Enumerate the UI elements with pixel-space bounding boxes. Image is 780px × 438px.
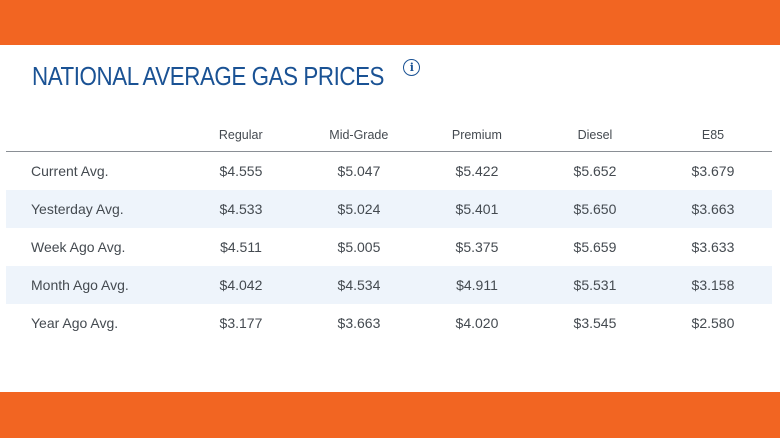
price-cell: $4.511 (220, 239, 262, 255)
table-header-row: Regular Mid-Grade Premium Diesel E85 (6, 118, 772, 152)
price-cell: $3.663 (691, 201, 735, 217)
price-cell: $4.555 (219, 163, 263, 179)
price-cell: $4.533 (219, 201, 263, 217)
price-cell: $5.401 (455, 201, 499, 217)
price-cell: $3.679 (691, 163, 735, 179)
price-cell: $3.633 (691, 239, 735, 255)
column-header-premium: Premium (451, 127, 502, 142)
table-row-month-ago: Month Ago Avg. $4.042 $4.534 $4.911 $5.5… (6, 266, 772, 304)
row-label: Current Avg. (31, 163, 109, 179)
price-cell: $3.158 (691, 277, 735, 293)
price-cell: $5.659 (573, 239, 617, 255)
price-cell: $3.663 (337, 315, 381, 331)
price-cell: $5.005 (337, 239, 381, 255)
price-cell: $5.375 (455, 239, 499, 255)
info-icon[interactable]: i (403, 59, 421, 76)
column-header-e85: E85 (701, 127, 725, 142)
price-cell: $2.580 (691, 315, 735, 331)
table-row-week-ago: Week Ago Avg. $4.511 $5.005 $5.375 $5.65… (6, 228, 772, 266)
column-header-mid-grade: Mid-Grade (329, 127, 389, 142)
price-cell: $4.020 (455, 315, 499, 331)
price-cell: $3.545 (573, 315, 617, 331)
top-orange-band (0, 0, 780, 45)
price-cell: $5.531 (573, 277, 617, 293)
table-row-yesterday: Yesterday Avg. $4.533 $5.024 $5.401 $5.6… (6, 190, 772, 228)
column-header-diesel: Diesel (577, 127, 613, 142)
price-cell: $4.042 (219, 277, 263, 293)
price-cell: $5.650 (573, 201, 617, 217)
price-cell: $5.047 (337, 163, 381, 179)
table-row-current: Current Avg. $4.555 $5.047 $5.422 $5.652… (6, 152, 772, 190)
price-cell: $4.534 (337, 277, 381, 293)
title-area: NATIONAL AVERAGE GAS PRICES i (32, 58, 421, 94)
price-cell: $5.652 (573, 163, 617, 179)
gas-prices-table: Regular Mid-Grade Premium Diesel E85 Cur… (6, 118, 772, 342)
row-label: Year Ago Avg. (31, 315, 119, 331)
price-cell: $4.911 (456, 277, 498, 293)
price-cell: $5.024 (337, 201, 381, 217)
table-row-year-ago: Year Ago Avg. $3.177 $3.663 $4.020 $3.54… (6, 304, 772, 342)
column-header-regular: Regular (218, 127, 263, 142)
row-label: Week Ago Avg. (31, 239, 126, 255)
price-cell: $5.422 (455, 163, 499, 179)
row-label: Yesterday Avg. (31, 201, 124, 217)
price-cell: $3.177 (219, 315, 263, 331)
row-label: Month Ago Avg. (31, 277, 129, 293)
page-title: NATIONAL AVERAGE GAS PRICES (32, 61, 385, 91)
bottom-orange-band (0, 392, 780, 438)
